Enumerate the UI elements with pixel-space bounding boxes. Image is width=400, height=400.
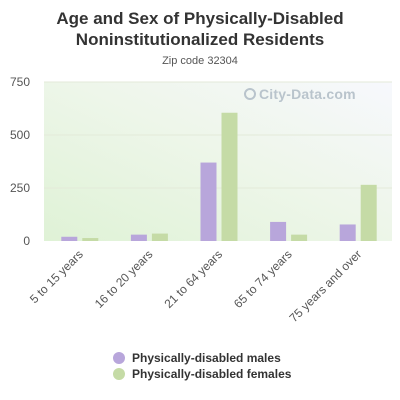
y-tick-label: 750 — [10, 75, 30, 89]
x-tick-label: 16 to 20 years — [92, 247, 156, 311]
bar-males-1 — [61, 236, 78, 241]
chart-subtitle: Zip code 32304 — [162, 55, 238, 67]
x-tick-label: 21 to 64 years — [161, 247, 225, 311]
y-tick-label: 250 — [10, 181, 30, 195]
chart-legend: Physically-disabled males Physically-dis… — [113, 350, 291, 382]
magnifier-icon — [244, 88, 256, 100]
chart-title-line-1: Age and Sex of Physically-Disabled — [56, 9, 344, 28]
bar-males-3 — [200, 162, 217, 241]
x-tick-label: 65 to 74 years — [231, 247, 295, 311]
plot-area — [44, 82, 392, 241]
watermark-text: City-Data.com — [259, 86, 356, 102]
y-tick-label: 0 — [23, 234, 30, 248]
legend-label-females: Physically-disabled females — [132, 367, 292, 381]
x-tick-label: 5 to 15 years — [27, 247, 86, 306]
watermark: City-Data.com — [244, 86, 356, 102]
legend-label-males: Physically-disabled males — [132, 351, 281, 365]
legend-swatch-males — [113, 352, 125, 364]
chart-title-line-2: Noninstitutionalized Residents — [75, 30, 325, 49]
bar-females-4 — [291, 234, 308, 241]
bar-females-5 — [360, 184, 377, 241]
x-tick-label: 75 years and over — [286, 247, 364, 325]
legend-item-males: Physically-disabled males — [113, 350, 291, 366]
legend-item-females: Physically-disabled females — [113, 366, 291, 382]
bar-females-3 — [221, 112, 238, 242]
chart-title: Age and Sex of Physically-Disabled Nonin… — [0, 8, 400, 50]
bar-males-4 — [270, 221, 287, 241]
bar-males-5 — [339, 224, 356, 241]
bar-females-2 — [151, 233, 168, 241]
y-tick-label: 500 — [10, 128, 30, 142]
bar-chart: 0 250 500 750 5 to 15 years 16 to 20 years 21… — [10, 75, 392, 325]
bar-females-1 — [82, 238, 99, 241]
legend-swatch-females — [113, 368, 125, 380]
bar-males-2 — [130, 234, 147, 241]
